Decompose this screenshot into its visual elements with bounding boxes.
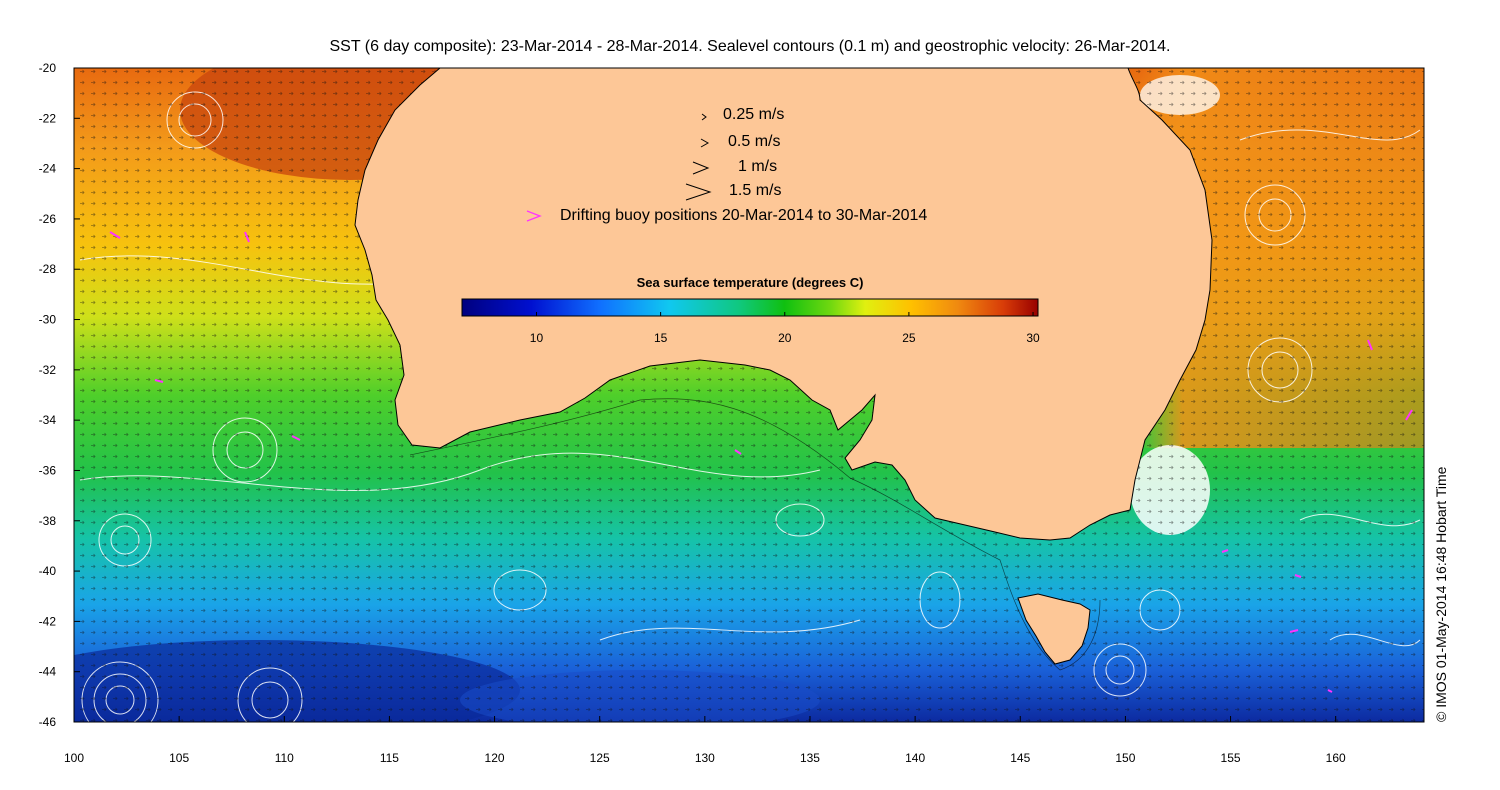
tasmania-land xyxy=(1017,593,1091,665)
arrow-key-0-25 xyxy=(701,113,707,121)
longitude-tick-label: 130 xyxy=(695,751,715,765)
buoy-legend-label: Drifting buoy positions 20-Mar-2014 to 3… xyxy=(560,207,928,224)
latitude-tick-label: -30 xyxy=(39,313,57,327)
buoy-legend-icon xyxy=(526,210,542,222)
latitude-tick-label: -28 xyxy=(39,262,57,276)
latitude-tick-label: -34 xyxy=(39,413,57,427)
longitude-tick-label: 125 xyxy=(590,751,610,765)
latitude-axis: -20 -22 -24 -26 -28 -30 -32 -34 -36 -38 -40 -42 -44 -… xyxy=(39,61,80,729)
latitude-tick-label: -36 xyxy=(39,463,57,477)
arrow-key-label-1: 1 m/s xyxy=(738,158,778,175)
colorbar-tick-label: 30 xyxy=(1026,331,1040,345)
longitude-tick-label: 150 xyxy=(1115,751,1135,765)
longitude-tick-label: 120 xyxy=(485,751,505,765)
colorbar-tick-label: 10 xyxy=(530,331,544,345)
map-title: SST (6 day composite): 23-Mar-2014 - 28-… xyxy=(329,38,1171,55)
longitude-tick-label: 110 xyxy=(275,751,294,765)
longitude-axis: 100 105 110 115 120 125 130 135 140 145 150 155 160 xyxy=(64,716,1346,765)
latitude-tick-label: -32 xyxy=(39,363,57,377)
shelf-contour xyxy=(409,398,1101,671)
longitude-tick-label: 155 xyxy=(1221,751,1241,765)
latitude-tick-label: -44 xyxy=(39,665,57,679)
latitude-tick-label: -38 xyxy=(39,514,57,528)
latitude-tick-label: -26 xyxy=(39,212,57,226)
colorbar-tick-label: 25 xyxy=(902,331,916,345)
colorbar-tick-label: 20 xyxy=(778,331,792,345)
colorbar-ticks: 10 15 20 25 30 xyxy=(530,312,1040,345)
longitude-tick-label: 100 xyxy=(64,751,84,765)
arrow-key-label-0-25: 0.25 m/s xyxy=(723,106,785,123)
colorbar xyxy=(461,298,1039,317)
latitude-tick-label: -22 xyxy=(39,111,57,125)
arrow-key-0-5 xyxy=(700,138,710,148)
latitude-tick-label: -20 xyxy=(39,61,57,75)
plot-frame xyxy=(73,67,1425,723)
colorbar-tick-label: 15 xyxy=(654,331,668,345)
copyright-notice: © IMOS 01-May-2014 16:48 Hobart Time xyxy=(1433,466,1449,722)
velocity-key-arrows xyxy=(685,113,712,201)
longitude-tick-label: 105 xyxy=(169,751,189,765)
longitude-tick-label: 115 xyxy=(380,751,399,765)
arrow-key-1 xyxy=(692,161,710,175)
longitude-tick-label: 145 xyxy=(1010,751,1030,765)
drifting-buoy-tracks xyxy=(109,231,1413,693)
latitude-tick-label: -24 xyxy=(39,162,57,176)
longitude-tick-label: 140 xyxy=(905,751,925,765)
arrow-key-label-0-5: 0.5 m/s xyxy=(728,133,781,150)
latitude-tick-label: -42 xyxy=(39,614,57,628)
arrow-key-label-1-5: 1.5 m/s xyxy=(729,182,782,199)
longitude-tick-label: 135 xyxy=(800,751,820,765)
latitude-tick-label: -40 xyxy=(39,564,57,578)
latitude-tick-label: -46 xyxy=(39,715,57,729)
colorbar-title: Sea surface temperature (degrees C) xyxy=(636,275,864,290)
longitude-tick-label: 160 xyxy=(1326,751,1346,765)
arrow-key-1-5 xyxy=(685,183,712,201)
